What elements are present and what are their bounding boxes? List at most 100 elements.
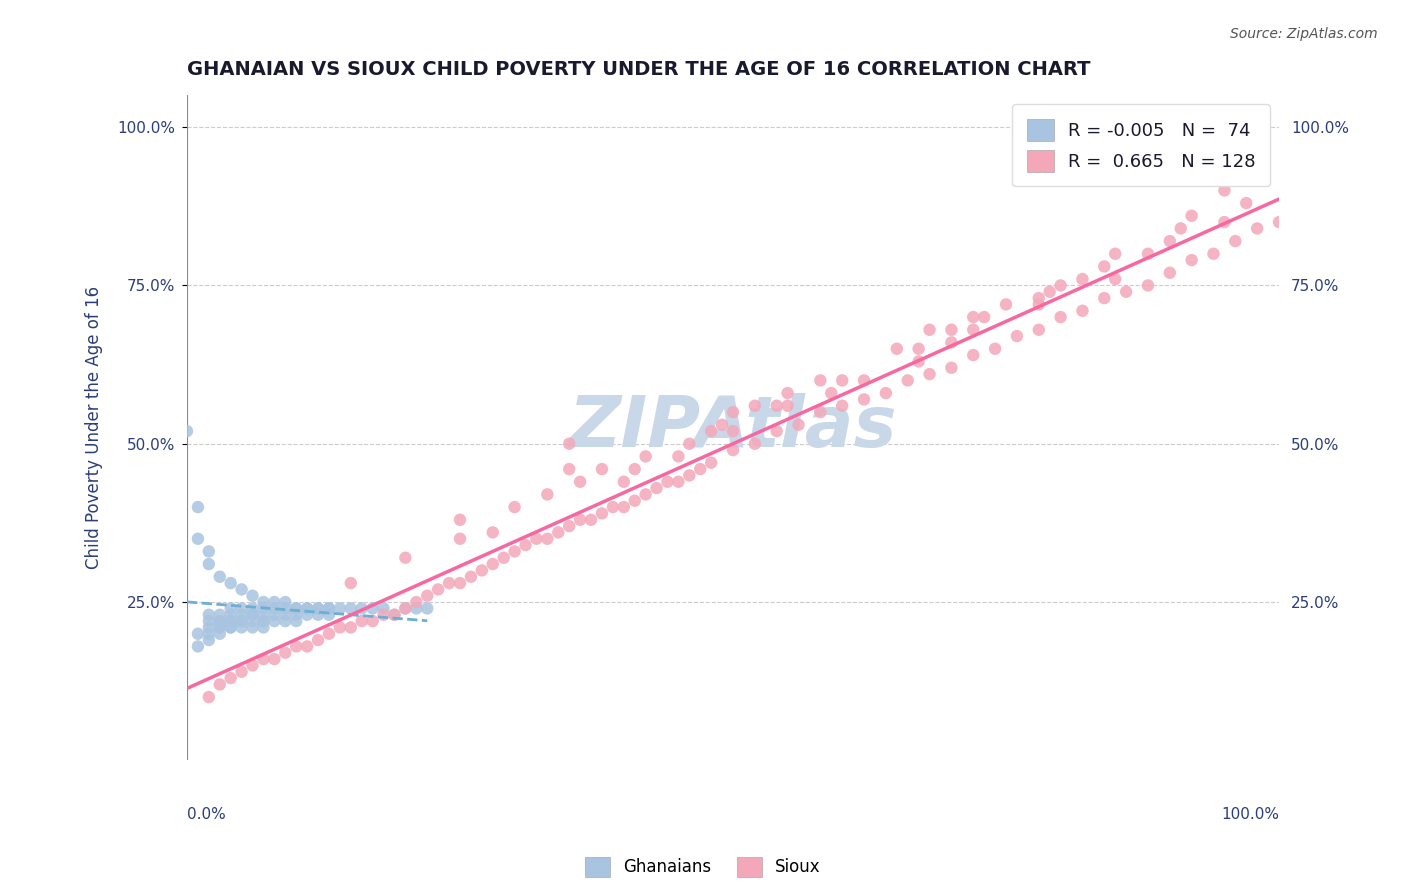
Point (219, 620, 242, 634)
Point (285, 601, 308, 615)
Text: ZIPAtlas: ZIPAtlas (569, 393, 897, 462)
Point (242, 589, 264, 603)
Point (569, 513, 592, 527)
Point (198, 544, 221, 558)
Point (984, 342, 1007, 356)
Point (285, 640, 308, 654)
Point (591, 462, 613, 476)
Point (350, 614, 373, 628)
Point (1039, 285, 1062, 299)
Point (678, 468, 700, 483)
Point (591, 507, 613, 521)
Point (219, 601, 242, 615)
Point (481, 525, 503, 540)
Point (416, 589, 439, 603)
Point (918, 367, 941, 381)
Point (613, 500, 636, 514)
Point (198, 614, 221, 628)
Point (907, 342, 929, 356)
Point (231, 607, 253, 622)
Point (231, 614, 253, 628)
Point (918, 323, 941, 337)
Point (373, 607, 395, 622)
Point (907, 354, 929, 368)
Point (219, 671, 242, 685)
Point (318, 601, 340, 615)
Point (198, 626, 221, 640)
Point (668, 475, 690, 489)
Point (373, 601, 395, 615)
Point (1159, 266, 1181, 280)
Y-axis label: Child Poverty Under the Age of 16: Child Poverty Under the Age of 16 (86, 286, 103, 569)
Point (875, 386, 897, 401)
Point (219, 620, 242, 634)
Point (318, 626, 340, 640)
Point (176, 424, 198, 438)
Point (198, 557, 221, 571)
Point (1268, 215, 1291, 229)
Point (1104, 246, 1126, 260)
Point (569, 475, 592, 489)
Point (1136, 278, 1159, 293)
Point (744, 436, 766, 450)
Point (787, 417, 810, 432)
Point (471, 563, 494, 577)
Point (394, 601, 416, 615)
Point (536, 487, 558, 501)
Point (623, 462, 645, 476)
Point (242, 658, 264, 673)
Point (295, 601, 318, 615)
Point (242, 620, 264, 634)
Point (285, 607, 308, 622)
Point (678, 436, 700, 450)
Point (1136, 246, 1159, 260)
Point (329, 620, 352, 634)
Point (231, 620, 253, 634)
Point (634, 487, 657, 501)
Point (187, 500, 209, 514)
Point (219, 614, 242, 628)
Point (526, 532, 548, 546)
Point (295, 601, 318, 615)
Point (285, 614, 308, 628)
Point (231, 614, 253, 628)
Point (547, 525, 569, 540)
Point (384, 607, 406, 622)
Point (449, 576, 471, 591)
Point (252, 607, 274, 622)
Point (941, 360, 963, 375)
Point (941, 335, 963, 350)
Point (962, 323, 984, 337)
Point (515, 538, 537, 552)
Point (208, 677, 231, 691)
Point (481, 557, 503, 571)
Point (558, 462, 581, 476)
Point (274, 614, 297, 628)
Point (318, 607, 340, 622)
Point (361, 601, 384, 615)
Point (579, 513, 602, 527)
Point (1159, 234, 1181, 248)
Point (853, 392, 876, 407)
Point (1234, 196, 1257, 211)
Point (460, 570, 482, 584)
Point (231, 582, 253, 597)
Point (361, 614, 384, 628)
Point (340, 576, 363, 591)
Point (252, 620, 274, 634)
Point (689, 462, 711, 476)
Point (295, 640, 318, 654)
Point (263, 601, 285, 615)
Point (384, 607, 406, 622)
Point (405, 601, 427, 615)
Point (711, 417, 734, 432)
Point (437, 576, 460, 591)
Point (231, 601, 253, 615)
Point (558, 436, 581, 450)
Point (1246, 221, 1268, 235)
Point (242, 601, 264, 615)
Point (1213, 215, 1236, 229)
Point (645, 481, 668, 495)
Point (1071, 272, 1094, 286)
Point (219, 607, 242, 622)
